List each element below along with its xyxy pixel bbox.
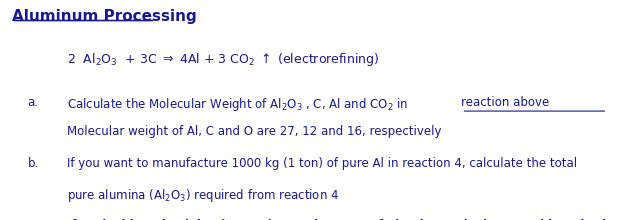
Text: If typical bauxite (alumina ore) contains 40% of alumina, calculate total bauxit: If typical bauxite (alumina ore) contain…: [67, 219, 621, 220]
Text: Calculate the Molecular Weight of Al$_2$O$_3$ , C, Al and CO$_2$ in: Calculate the Molecular Weight of Al$_2$…: [67, 96, 409, 113]
Text: pure alumina (Al$_2$O$_3$) required from reaction 4: pure alumina (Al$_2$O$_3$) required from…: [67, 187, 339, 204]
Text: 2  Al$_2$O$_3$  + 3C $\Rightarrow$ 4Al + 3 CO$_2$ $\uparrow$ (electrorefining): 2 Al$_2$O$_3$ + 3C $\Rightarrow$ 4Al + 3…: [67, 51, 379, 68]
Text: Molecular weight of Al, C and O are 27, 12 and 16, respectively: Molecular weight of Al, C and O are 27, …: [67, 125, 442, 138]
Text: c.: c.: [27, 219, 39, 220]
Text: a.: a.: [27, 96, 39, 109]
Text: reaction above: reaction above: [461, 96, 550, 109]
Text: b.: b.: [27, 158, 39, 170]
Text: Aluminum Processing: Aluminum Processing: [12, 9, 197, 24]
Text: If you want to manufacture 1000 kg (1 ton) of pure Al in reaction 4, calculate t: If you want to manufacture 1000 kg (1 to…: [67, 158, 577, 170]
